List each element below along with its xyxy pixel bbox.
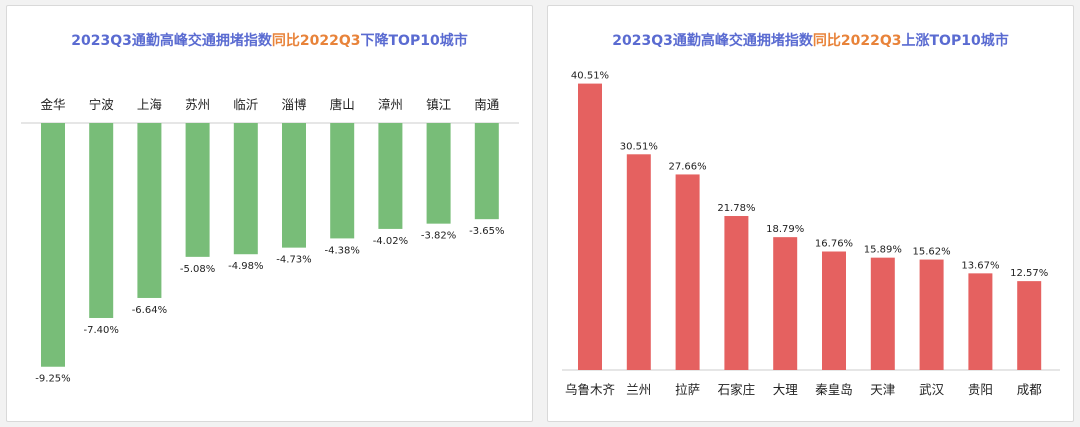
data-label: -5.08% (180, 264, 215, 275)
bar (822, 251, 846, 370)
category-label: 唐山 (330, 97, 355, 112)
category-label: 乌鲁木齐 (565, 382, 616, 397)
data-label: -3.82% (421, 231, 456, 242)
category-label: 大理 (773, 382, 799, 397)
bar (1017, 281, 1042, 370)
chart-panel-decline: 2023Q3通勤高峰交通拥堵指数同比2022Q3下降TOP10城市 金华 -9.2… (6, 5, 533, 422)
title-part-2: 同比2022Q3 (271, 33, 361, 49)
bar (870, 257, 895, 370)
category-label: 武汉 (919, 382, 945, 397)
chart-title-rise: 2023Q3通勤高峰交通拥堵指数同比2022Q3上涨TOP10城市 (548, 30, 1073, 50)
data-label: 16.76% (815, 239, 853, 250)
data-label: 27.66% (669, 161, 707, 172)
bar (968, 273, 993, 370)
bar (233, 123, 258, 255)
bar (724, 216, 749, 370)
category-label: 天津 (870, 382, 895, 397)
category-label: 上海 (137, 97, 163, 112)
category-label: 苏州 (185, 97, 210, 112)
title-part-1: 2023Q3通勤高峰交通拥堵指数 (71, 33, 272, 49)
category-label: 淄博 (281, 97, 307, 112)
data-label: -4.02% (373, 236, 408, 247)
category-label: 石家庄 (718, 382, 756, 397)
data-label: 13.67% (961, 260, 999, 271)
bar (426, 123, 451, 224)
data-label: -3.65% (469, 226, 504, 237)
title-part-3: 下降TOP10城市 (360, 33, 468, 49)
data-label: -4.98% (228, 261, 263, 272)
data-label: -4.73% (276, 255, 311, 266)
bar (137, 123, 162, 298)
category-label: 镇江 (426, 97, 451, 112)
data-label: -6.64% (132, 305, 167, 316)
category-label: 拉萨 (675, 382, 700, 397)
bar (675, 174, 700, 370)
title-part-2: 同比2022Q3 (812, 33, 902, 49)
bar (330, 123, 355, 239)
data-label: 18.79% (766, 224, 804, 235)
category-label: 秦皇岛 (815, 382, 853, 397)
category-label: 漳州 (378, 97, 403, 112)
bar (185, 123, 210, 257)
category-label: 宁波 (89, 97, 115, 112)
data-label: 12.57% (1010, 268, 1048, 279)
title-part-1: 2023Q3通勤高峰交通拥堵指数 (612, 33, 813, 49)
bar (626, 154, 651, 370)
category-label: 贵阳 (968, 382, 993, 397)
category-label: 临沂 (233, 97, 258, 112)
data-label: -9.25% (35, 374, 70, 385)
category-label: 兰州 (626, 382, 651, 397)
bar (89, 123, 114, 318)
data-label: 30.51% (620, 141, 658, 152)
bar (773, 237, 798, 370)
data-label: 15.62% (913, 247, 951, 258)
rise-bar-chart: 40.51% 乌鲁木齐 30.51% 兰州 27.66% 拉萨 21.78% 石家庄 18.79… (562, 71, 1060, 397)
data-label: 15.89% (864, 245, 902, 256)
bar (378, 123, 403, 229)
category-label: 南通 (474, 97, 500, 112)
bar (919, 259, 944, 370)
data-label: 21.78% (717, 203, 755, 214)
bar (41, 123, 65, 367)
category-label: 成都 (1017, 382, 1043, 397)
chart-panel-rise: 2023Q3通勤高峰交通拥堵指数同比2022Q3上涨TOP10城市 40.51%… (547, 5, 1074, 422)
bar (578, 83, 602, 370)
chart-title-decline: 2023Q3通勤高峰交通拥堵指数同比2022Q3下降TOP10城市 (7, 30, 532, 50)
data-label: 40.51% (571, 71, 609, 82)
data-label: -4.38% (325, 245, 360, 256)
decline-bar-chart: 金华 -9.25% 宁波 -7.40% 上海 -6.64% 苏州 -5.08% 临沂 -4.98%… (21, 97, 519, 385)
data-label: -7.40% (84, 325, 119, 336)
bar (282, 123, 306, 248)
category-label: 金华 (40, 97, 65, 112)
bar (474, 123, 499, 220)
title-part-3: 上涨TOP10城市 (901, 33, 1009, 49)
